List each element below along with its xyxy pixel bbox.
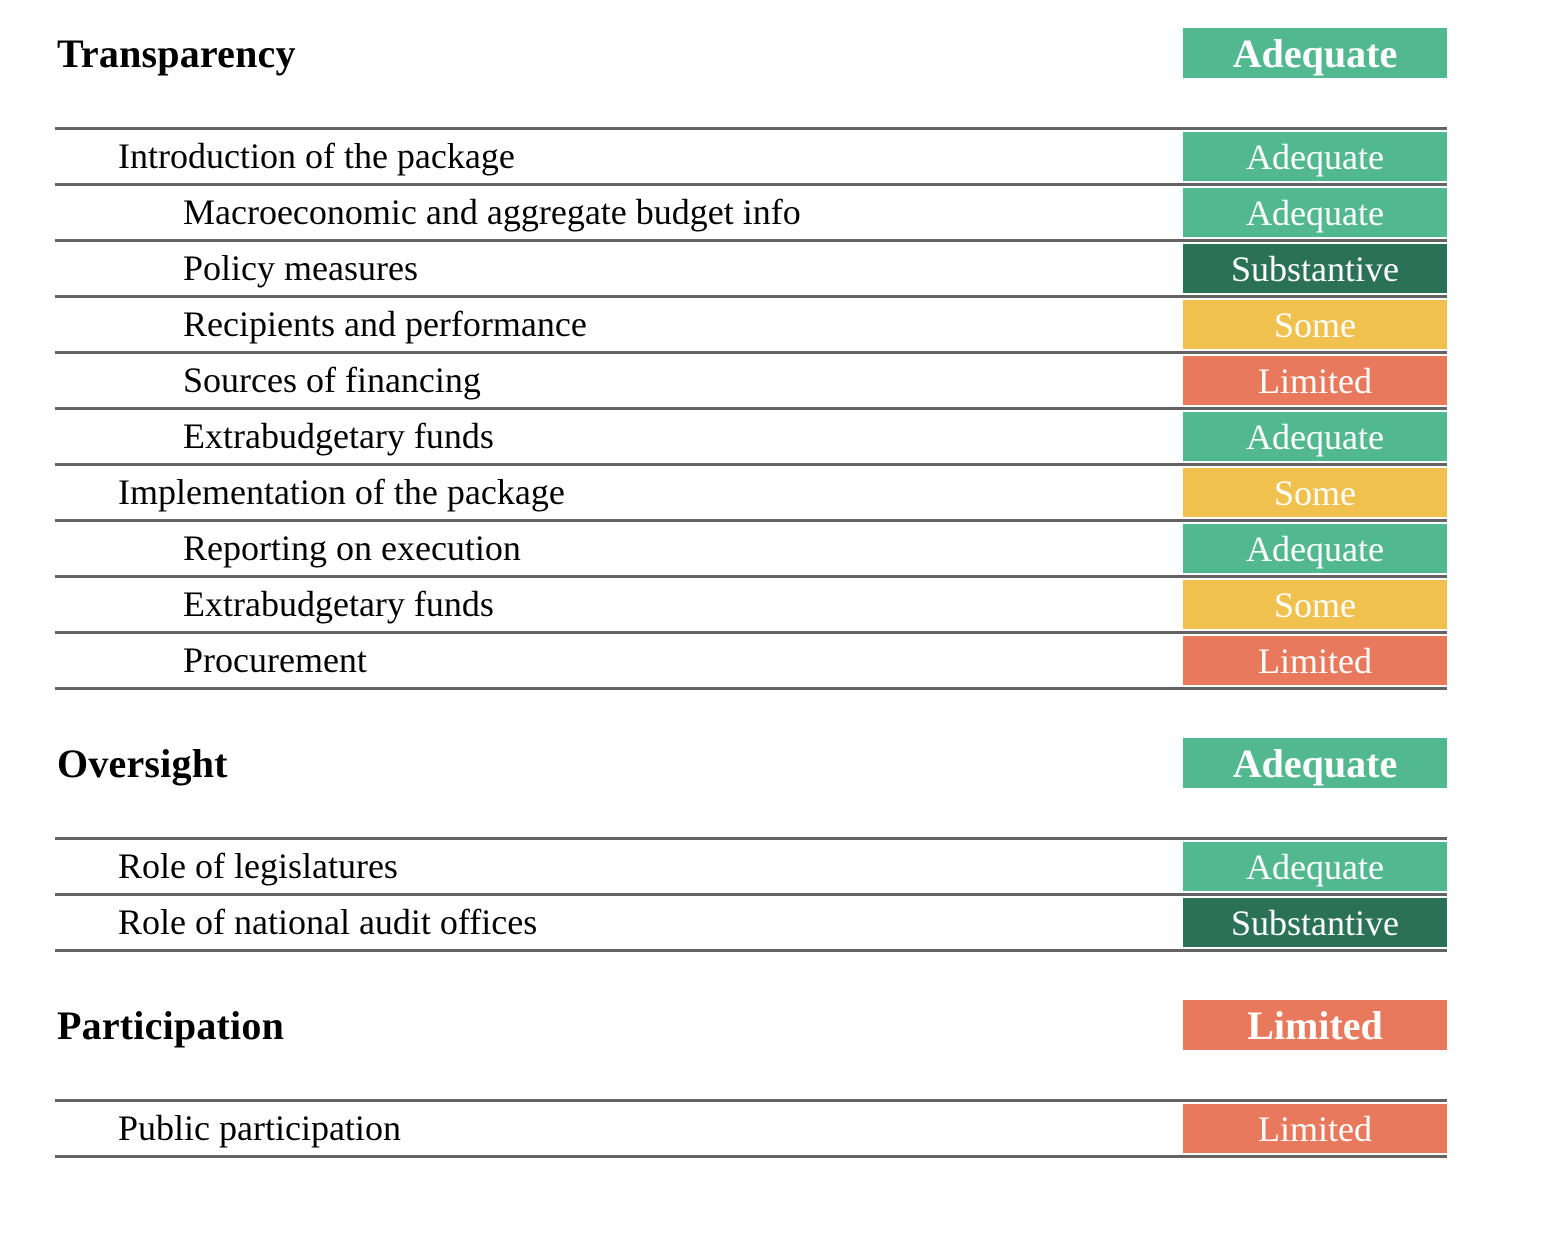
row-label: Procurement xyxy=(183,639,367,680)
row-label: Extrabudgetary funds xyxy=(183,415,494,456)
row-label: Implementation of the package xyxy=(118,471,565,512)
rating-badge: Adequate xyxy=(1183,188,1447,237)
section-header: Transparency Adequate xyxy=(55,28,1447,78)
section-header: Participation Limited xyxy=(55,1000,1447,1050)
section-title: Participation xyxy=(57,1002,285,1048)
rating-badge: Some xyxy=(1183,468,1447,517)
rating-badge: Limited xyxy=(1183,636,1447,685)
section-rating-badge: Adequate xyxy=(1183,28,1447,78)
table-row: Role of legislatures Adequate xyxy=(55,837,1447,893)
rating-badge: Limited xyxy=(1183,356,1447,405)
table-row: Reporting on execution Adequate xyxy=(55,519,1447,575)
table-row: Public participation Limited xyxy=(55,1099,1447,1155)
table-row: Extrabudgetary funds Adequate xyxy=(55,407,1447,463)
rating-badge: Adequate xyxy=(1183,842,1447,891)
row-label: Sources of financing xyxy=(183,359,481,400)
row-label: Role of national audit offices xyxy=(118,901,538,942)
rating-badge: Limited xyxy=(1183,1104,1447,1153)
rating-badge: Substantive xyxy=(1183,898,1447,947)
section-header: Oversight Adequate xyxy=(55,738,1447,788)
table-row: Extrabudgetary funds Some xyxy=(55,575,1447,631)
row-label: Role of legislatures xyxy=(118,845,398,886)
row-label: Reporting on execution xyxy=(183,527,521,568)
row-label: Recipients and performance xyxy=(183,303,587,344)
table-row: Policy measures Substantive xyxy=(55,239,1447,295)
table-row: Role of national audit offices Substanti… xyxy=(55,893,1447,949)
section-title: Oversight xyxy=(57,740,228,786)
ratings-table: Public participation Limited xyxy=(55,1099,1447,1158)
table-row: Procurement Limited xyxy=(55,631,1447,687)
ratings-table: Role of legislatures Adequate Role of na… xyxy=(55,837,1447,952)
row-label: Macroeconomic and aggregate budget info xyxy=(183,191,801,232)
rating-badge: Some xyxy=(1183,300,1447,349)
section-title: Transparency xyxy=(57,30,296,76)
table-row: Introduction of the package Adequate xyxy=(55,127,1447,183)
ratings-report: Transparency Adequate Introduction of th… xyxy=(0,28,1552,1240)
ratings-table: Introduction of the package Adequate Mac… xyxy=(55,127,1447,690)
section-oversight: Oversight Adequate Role of legislatures … xyxy=(55,738,1447,952)
section-transparency: Transparency Adequate Introduction of th… xyxy=(55,28,1447,690)
rating-badge: Substantive xyxy=(1183,244,1447,293)
table-row: Recipients and performance Some xyxy=(55,295,1447,351)
row-label: Public participation xyxy=(118,1107,401,1148)
rating-badge: Some xyxy=(1183,580,1447,629)
row-label: Policy measures xyxy=(183,247,418,288)
table-row: Sources of financing Limited xyxy=(55,351,1447,407)
section-rating-badge: Limited xyxy=(1183,1000,1447,1050)
row-label: Introduction of the package xyxy=(118,135,515,176)
row-label: Extrabudgetary funds xyxy=(183,583,494,624)
section-rating-badge: Adequate xyxy=(1183,738,1447,788)
table-row: Implementation of the package Some xyxy=(55,463,1447,519)
rating-badge: Adequate xyxy=(1183,524,1447,573)
table-row: Macroeconomic and aggregate budget info … xyxy=(55,183,1447,239)
rating-badge: Adequate xyxy=(1183,412,1447,461)
section-participation: Participation Limited Public participati… xyxy=(55,1000,1447,1158)
rating-badge: Adequate xyxy=(1183,132,1447,181)
